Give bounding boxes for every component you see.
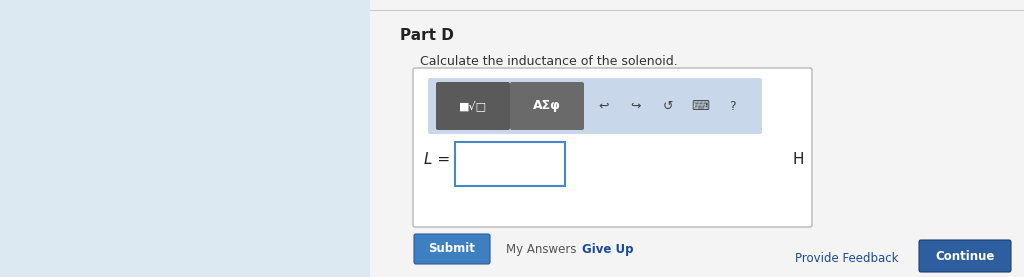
Text: ↺: ↺ bbox=[663, 99, 673, 112]
Text: ↪: ↪ bbox=[631, 99, 641, 112]
Text: Provide Feedback: Provide Feedback bbox=[795, 252, 898, 265]
Text: Submit: Submit bbox=[429, 242, 475, 255]
FancyBboxPatch shape bbox=[436, 82, 510, 130]
Text: Calculate the inductance of the solenoid.: Calculate the inductance of the solenoid… bbox=[420, 55, 678, 68]
Bar bbox=[455, 142, 565, 186]
Text: ↩: ↩ bbox=[599, 99, 609, 112]
Text: ■√□: ■√□ bbox=[459, 101, 487, 111]
FancyBboxPatch shape bbox=[428, 78, 762, 134]
FancyBboxPatch shape bbox=[919, 240, 1011, 272]
Text: Continue: Continue bbox=[935, 250, 994, 263]
Text: H: H bbox=[793, 153, 805, 168]
Text: L =: L = bbox=[424, 153, 451, 168]
FancyBboxPatch shape bbox=[510, 82, 584, 130]
Bar bbox=[0, 0, 370, 277]
FancyBboxPatch shape bbox=[413, 68, 812, 227]
Text: Part D: Part D bbox=[400, 28, 454, 43]
Text: My Answers: My Answers bbox=[506, 242, 577, 255]
FancyBboxPatch shape bbox=[414, 234, 490, 264]
Text: Give Up: Give Up bbox=[582, 242, 634, 255]
Text: ?: ? bbox=[729, 99, 735, 112]
Text: ΑΣφ: ΑΣφ bbox=[534, 99, 561, 112]
Text: ⌨: ⌨ bbox=[691, 99, 709, 112]
